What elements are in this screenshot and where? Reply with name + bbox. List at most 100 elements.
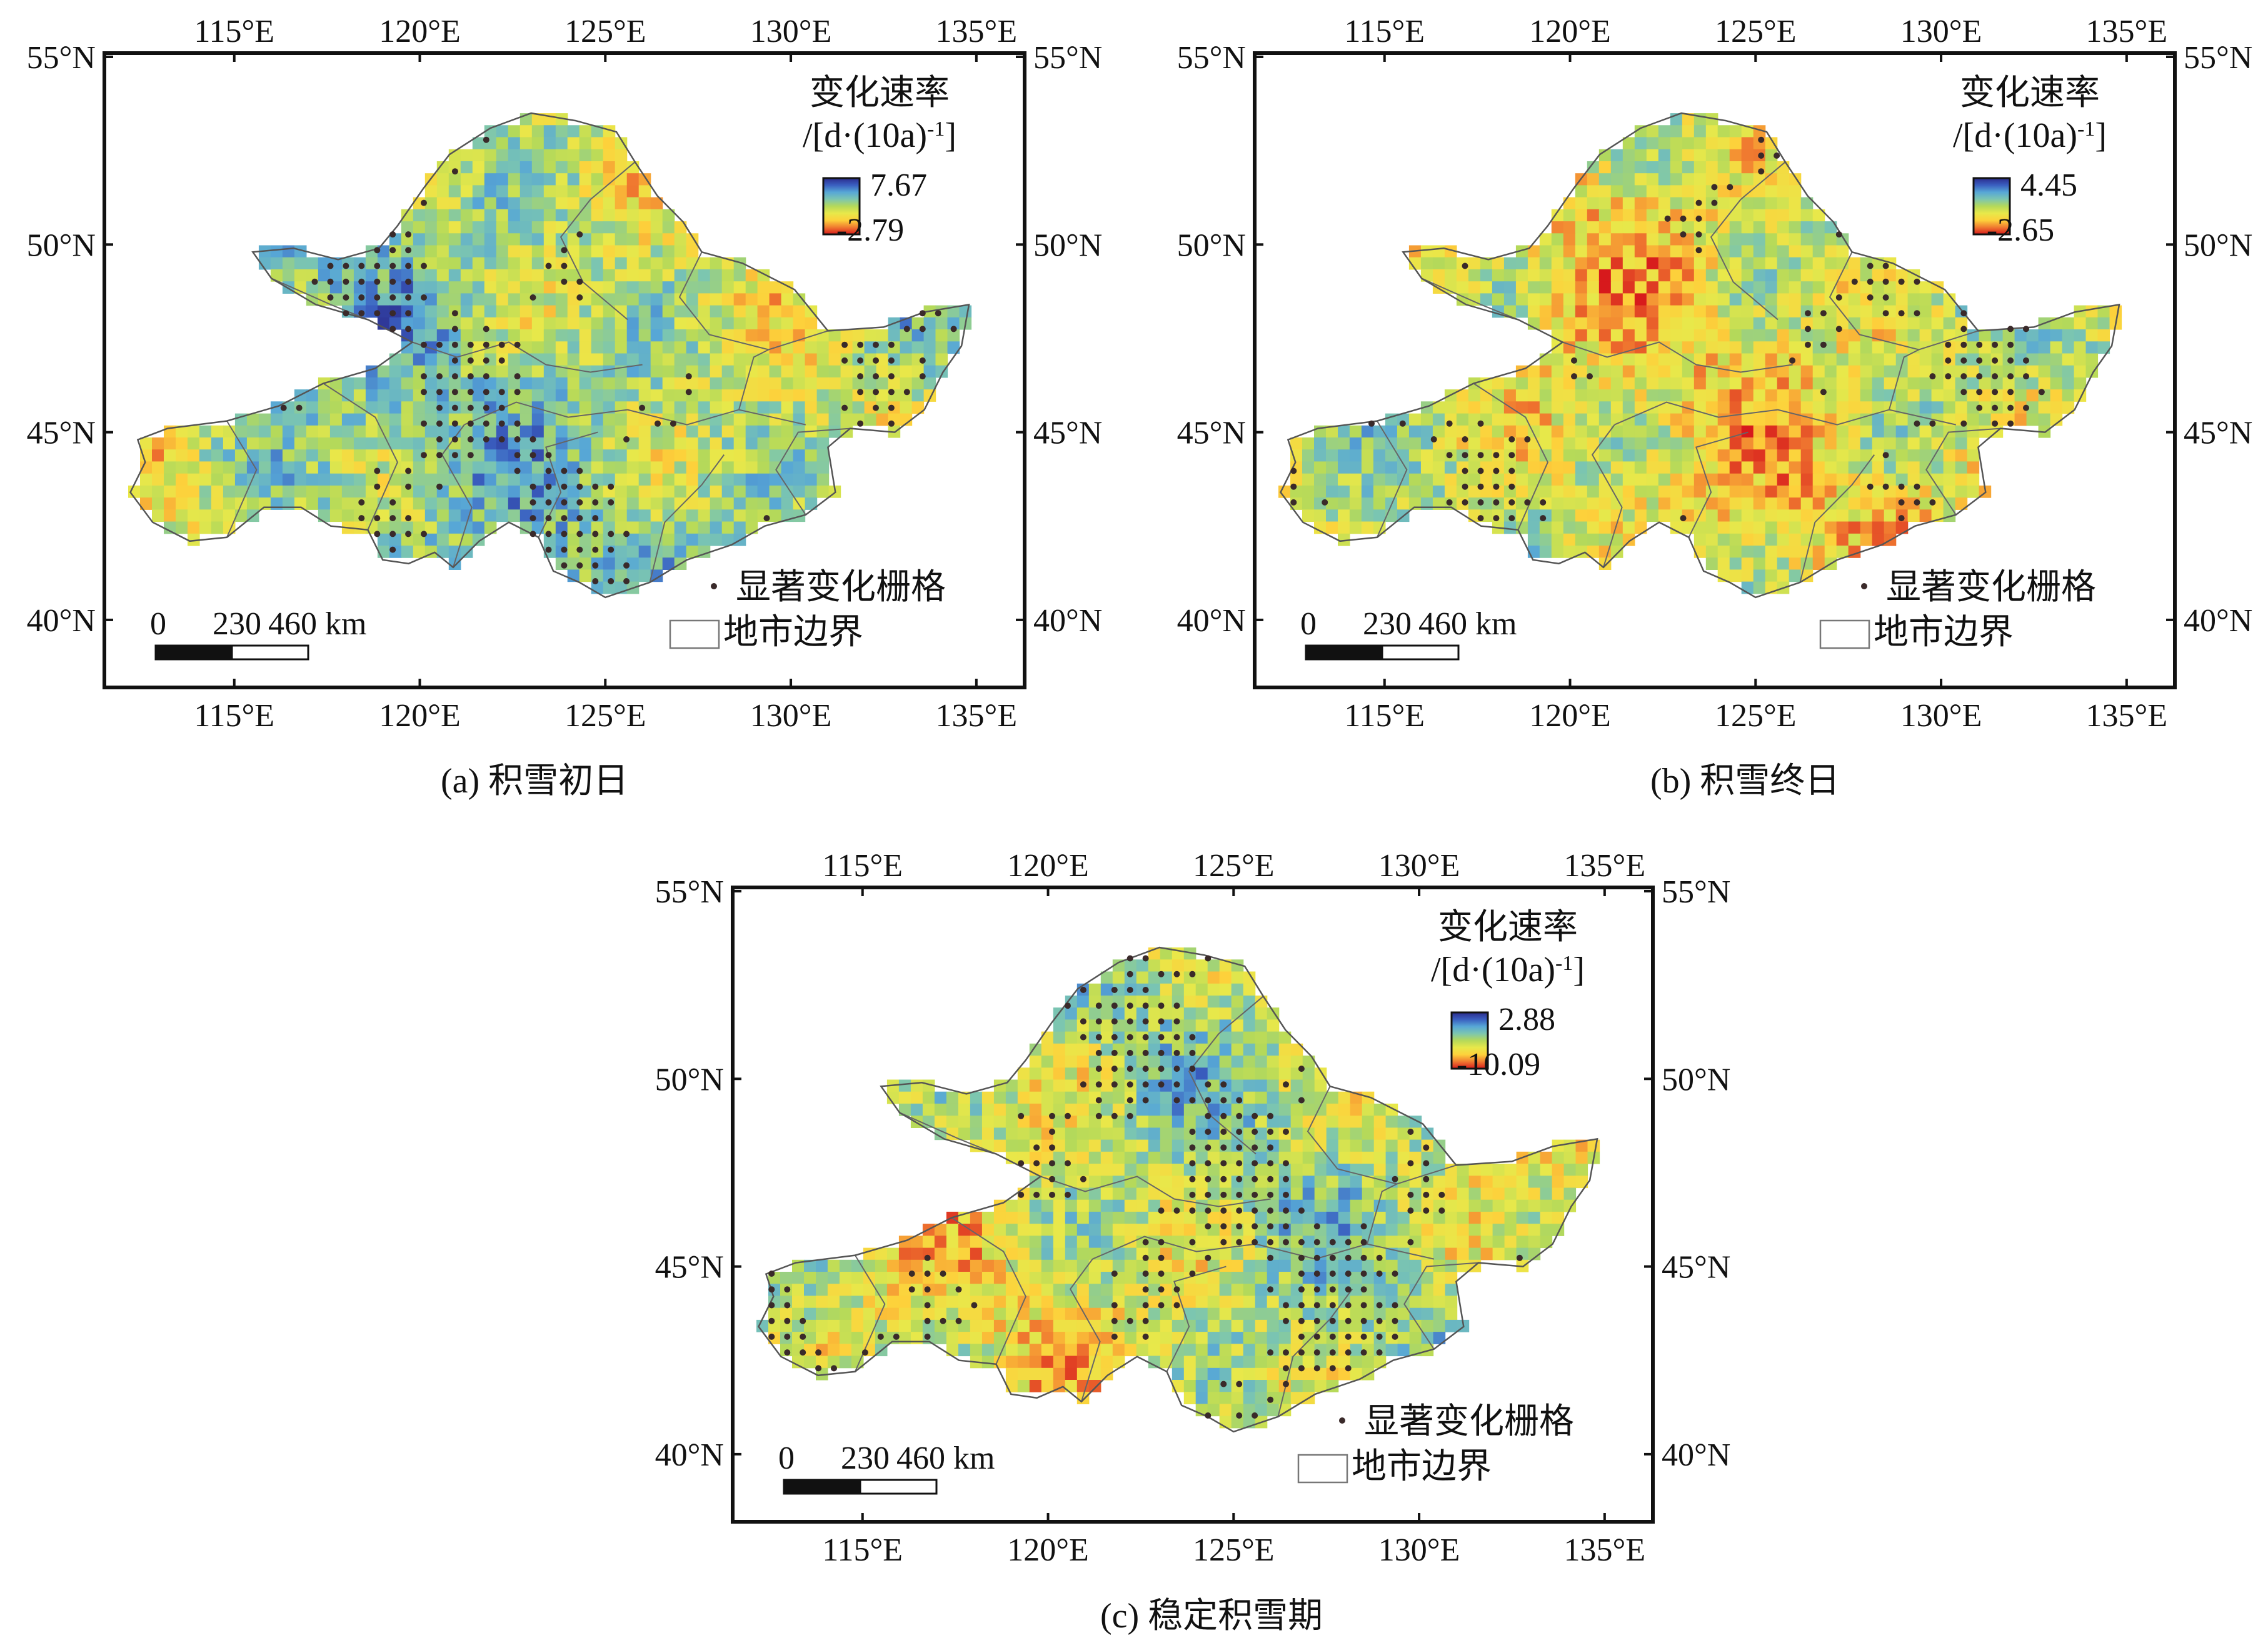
significant-dot — [639, 405, 645, 411]
raster-cell — [1647, 486, 1659, 498]
significant-dot — [1447, 421, 1453, 427]
raster-cell — [580, 149, 592, 162]
raster-cell — [1338, 1188, 1351, 1201]
raster-cell — [722, 281, 735, 294]
significant-dot — [1111, 1018, 1118, 1024]
raster-cell — [508, 173, 521, 186]
raster-cell — [1552, 293, 1564, 306]
raster-cell — [781, 426, 794, 438]
raster-cell — [1801, 461, 1814, 474]
raster-cell — [1101, 1188, 1113, 1201]
raster-cell — [958, 1260, 971, 1272]
raster-cell — [1611, 474, 1623, 486]
raster-cell — [1398, 1332, 1410, 1344]
raster-cell — [1694, 341, 1707, 354]
raster-cell — [437, 209, 449, 222]
raster-cell — [508, 329, 521, 342]
significant-dot — [514, 468, 521, 474]
raster-cell — [496, 497, 509, 510]
raster-cell — [496, 474, 509, 486]
raster-cell — [1528, 281, 1540, 294]
raster-cell — [1220, 1044, 1232, 1056]
raster-cell — [1172, 1176, 1185, 1188]
raster-cell — [164, 509, 176, 522]
raster-cell — [580, 377, 592, 390]
raster-cell — [1505, 1200, 1517, 1212]
raster-cell — [1030, 1127, 1042, 1140]
raster-cell — [1065, 1080, 1078, 1092]
raster-cell — [1457, 401, 1469, 414]
raster-cell — [508, 221, 521, 234]
significant-dot — [1065, 1192, 1071, 1198]
raster-cell — [1563, 233, 1576, 246]
raster-cell — [330, 426, 343, 438]
significant-dot — [1220, 1113, 1227, 1119]
raster-cell — [1327, 1140, 1339, 1152]
raster-cell — [1172, 1116, 1185, 1128]
raster-cell — [496, 209, 509, 222]
raster-cell — [1801, 389, 1814, 402]
raster-cell — [1504, 414, 1517, 426]
raster-cell — [1623, 377, 1635, 390]
raster-cell — [1505, 1176, 1517, 1188]
raster-cell — [817, 401, 830, 414]
raster-cell — [1540, 534, 1552, 546]
raster-cell — [1327, 1127, 1339, 1140]
raster-cell — [615, 497, 628, 510]
raster-cell — [1623, 426, 1635, 438]
raster-cell — [1101, 996, 1113, 1008]
raster-cell — [1730, 522, 1742, 534]
raster-cell — [1053, 1248, 1066, 1261]
raster-cell — [853, 329, 865, 342]
raster-cell — [1172, 1320, 1185, 1332]
raster-cell — [580, 317, 592, 330]
raster-cell — [1813, 401, 1825, 414]
raster-cell — [1053, 1164, 1066, 1176]
raster-cell — [1670, 474, 1683, 486]
raster-cell — [1682, 366, 1695, 378]
raster-cell — [1777, 474, 1790, 486]
raster-cell — [1125, 1260, 1137, 1272]
raster-cell — [1860, 354, 1873, 366]
raster-cell — [758, 366, 770, 378]
raster-cell — [366, 497, 378, 510]
raster-cell — [639, 497, 651, 510]
raster-cell — [1350, 426, 1362, 438]
raster-cell — [1077, 1104, 1090, 1116]
raster-cell — [1825, 329, 1837, 342]
raster-cell — [378, 401, 390, 414]
significant-dot — [468, 452, 474, 458]
raster-cell — [1018, 1127, 1030, 1140]
raster-cell — [770, 329, 782, 342]
lat-tick-label-left: 50°N — [1177, 227, 1246, 263]
raster-cell — [1647, 317, 1659, 330]
raster-cell — [556, 426, 568, 438]
raster-cell — [994, 1320, 1006, 1332]
raster-cell — [1137, 959, 1149, 972]
raster-cell — [1148, 1127, 1161, 1140]
significant-dot — [499, 342, 505, 348]
raster-cell — [887, 1260, 900, 1272]
raster-cell — [1765, 522, 1778, 534]
significant-dot — [1096, 1097, 1102, 1104]
raster-cell — [1540, 546, 1552, 558]
raster-cell — [639, 257, 651, 270]
significant-dot — [1189, 971, 1195, 977]
raster-cell — [1706, 341, 1719, 354]
raster-cell — [828, 1344, 840, 1356]
raster-cell — [1267, 1056, 1280, 1068]
raster-cell — [770, 306, 782, 318]
raster-cell — [1801, 269, 1814, 282]
raster-cell — [734, 293, 746, 306]
raster-cell — [734, 426, 746, 438]
raster-cell — [1243, 1320, 1256, 1332]
raster-cell — [1101, 1067, 1113, 1080]
raster-cell — [342, 401, 354, 414]
raster-cell — [294, 257, 307, 270]
raster-cell — [1896, 293, 1909, 306]
raster-cell — [496, 449, 509, 462]
significant-dot — [405, 515, 411, 521]
raster-cell — [875, 1260, 888, 1272]
significant-dot — [857, 373, 863, 379]
significant-dot — [405, 247, 411, 253]
